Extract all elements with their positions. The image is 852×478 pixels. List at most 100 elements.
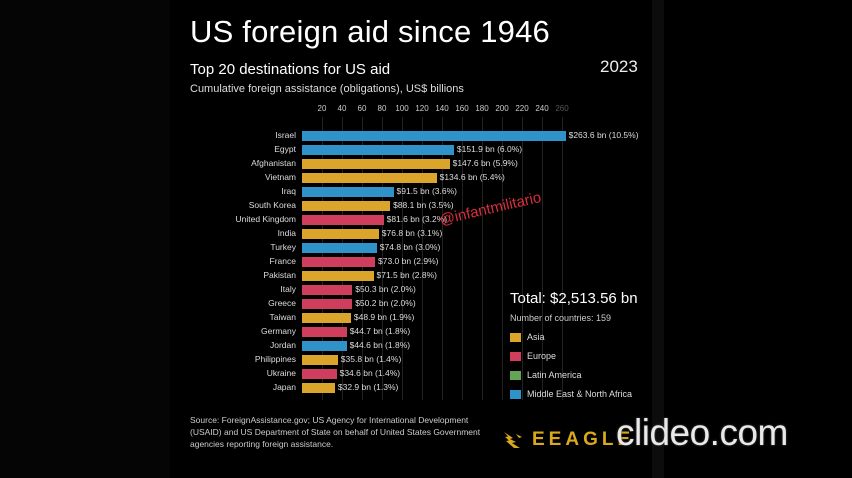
bar-value-label: $44.6 bn (1.8%) [349,340,411,350]
x-tick-label: 80 [377,104,387,113]
bar-pakistan [302,271,374,281]
bar-greece [302,299,353,309]
chart-title: US foreign aid since 1946 [190,14,551,49]
bar-ukraine [302,369,337,379]
bar-value-label: $32.9 bn (1.3%) [337,382,399,392]
bar-value-label: $263.6 bn (10.5%) [568,130,639,140]
category-label: Taiwan [269,312,296,322]
left-dark-panel [0,0,170,478]
bar-value-label: $88.1 bn (3.5%) [393,200,454,210]
legend-swatch [510,351,521,361]
bar-afghanistan [302,159,450,169]
gridline [562,117,563,400]
clideo-watermark: clideo.com [616,412,788,453]
bar-value-label: $35.8 bn (1.4%) [340,354,402,364]
bar-taiwan [302,313,351,323]
bar-value-label: $81.6 bn (3.2%) [386,214,448,224]
bar-germany [302,327,347,337]
legend-label: Middle East & North Africa [527,389,633,399]
gridline [462,117,463,400]
x-tick-label: 260 [555,104,569,113]
x-tick-label: 100 [395,104,409,113]
category-label: Egypt [274,144,296,154]
category-label: Germany [261,326,296,336]
legend-item: Middle East & North Africa [510,388,632,400]
legend-swatch [510,332,521,342]
bar-united-kingdom [302,215,384,225]
x-tick-label: 220 [515,104,529,113]
bar-value-label: $71.5 bn (2.8%) [376,270,437,280]
category-label: South Korea [248,200,296,210]
chart-subtitle: Top 20 destinations for US aid [190,61,391,78]
eagle-icon [504,432,522,448]
bar-israel [302,131,566,141]
bar-value-label: $48.9 bn (1.9%) [353,312,415,322]
countries-count: Number of countries: 159 [510,313,612,323]
gridline [442,117,443,400]
bar-value-label: $91.5 bn (3.6%) [396,186,457,196]
bar-value-label: $76.8 bn (3.1%) [381,228,443,238]
legend-item: Asia [510,331,545,343]
x-tick-label: 20 [317,104,327,113]
legend-label: Asia [527,332,545,342]
category-label: Vietnam [264,172,296,182]
bar-india [302,229,379,239]
x-tick-label: 140 [435,104,449,113]
gridline [502,117,503,400]
bar-value-label: $74.8 bn (3.0%) [379,242,441,252]
legend-label: Latin America [527,370,582,380]
x-tick-label: 40 [337,104,347,113]
bar-value-label: $50.3 bn (2.0%) [355,284,416,294]
x-tick-label: 180 [475,104,489,113]
category-label: Israel [275,130,296,140]
category-label: Jordan [270,340,296,350]
bar-value-label: $34.6 bn (1.4%) [339,368,401,378]
legend-swatch [510,370,521,380]
gridline [402,117,403,400]
year-label: 2023 [600,57,638,76]
gridline [482,117,483,400]
legend-item: Latin America [510,369,582,381]
legend-swatch [510,389,521,399]
bar-value-label: $50.2 bn (2.0%) [355,298,416,308]
bar-egypt [302,145,454,155]
bar-philippines [302,355,338,365]
gridline [542,117,543,400]
category-label: Greece [268,298,296,308]
bar-value-label: $147.6 bn (5.9%) [452,158,518,168]
bar-iraq [302,187,394,197]
bar-vietnam [302,173,437,183]
x-tick-label: 60 [357,104,367,113]
category-label: Iraq [281,186,296,196]
bar-france [302,257,375,267]
category-label: India [277,228,296,238]
category-label: Ukraine [266,368,296,378]
category-label: Pakistan [263,270,296,280]
bar-value-label: $73.0 bn (2.9%) [378,256,439,266]
category-label: Japan [272,382,296,392]
category-label: Turkey [270,242,296,252]
gridline [522,117,523,400]
eeagle-logo: EEAGLE [502,428,634,452]
bar-value-label: $134.6 bn (5.4%) [439,172,505,182]
legend-label: Europe [527,351,557,361]
right-dark-strip [652,0,664,478]
x-tick-label: 120 [415,104,429,113]
axis-description: Cumulative foreign assistance (obligatio… [190,83,464,95]
x-tick-label: 200 [495,104,509,113]
gridline [382,117,383,400]
gridline [422,117,423,400]
bar-japan [302,383,335,393]
bar-value-label: $151.9 bn (6.0%) [456,144,523,154]
bar-south-korea [302,201,391,211]
bar-jordan [302,341,347,351]
total-amount: Total: $2,513.56 bn [510,290,638,307]
x-tick-label: 240 [535,104,549,113]
bar-italy [302,285,353,295]
category-label: France [269,256,296,266]
x-tick-label: 160 [455,104,469,113]
category-label: Italy [280,284,296,294]
bar-value-label: $44.7 bn (1.8%) [349,326,411,336]
category-label: Afghanistan [251,158,296,168]
legend-item: Europe [510,350,556,362]
